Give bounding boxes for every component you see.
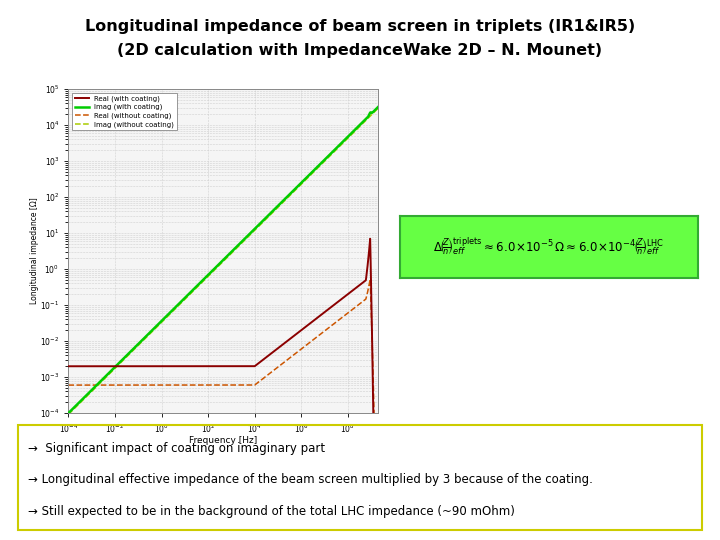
Text: → Still expected to be in the background of the total LHC impedance (~90 mOhm): → Still expected to be in the background…	[28, 505, 515, 518]
Text: → Longitudinal effective impedance of the beam screen multiplied by 3 because of: → Longitudinal effective impedance of th…	[28, 473, 593, 486]
Text: (2D calculation with ImpedanceWake 2D – N. Mounet): (2D calculation with ImpedanceWake 2D – …	[117, 43, 603, 58]
Legend: Real (with coating), Imag (with coating), Real (without coating), Imag (without : Real (with coating), Imag (with coating)…	[72, 92, 176, 130]
Text: Longitudinal impedance of beam screen in triplets (IR1&IR5): Longitudinal impedance of beam screen in…	[85, 19, 635, 34]
X-axis label: Frequency [Hz]: Frequency [Hz]	[189, 436, 257, 445]
Y-axis label: Longitudinal impedance [Ω]: Longitudinal impedance [Ω]	[30, 198, 39, 305]
Text: →  Significant impact of coating on imaginary part: → Significant impact of coating on imagi…	[28, 442, 325, 455]
Text: $\Delta\!\left(\!\frac{Z}{n}\!\right)^{\!\rm triplets}_{\!eff}$$\approx 6.0\!\ti: $\Delta\!\left(\!\frac{Z}{n}\!\right)^{\…	[433, 235, 665, 256]
